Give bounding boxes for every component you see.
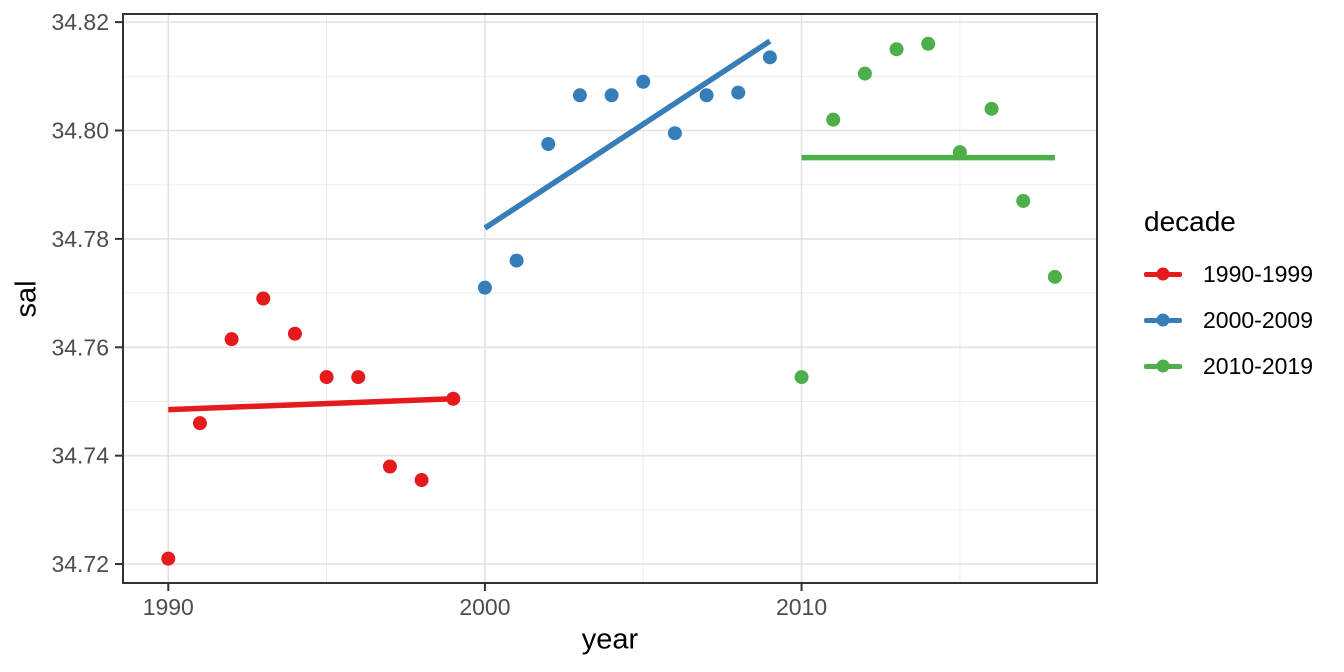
legend-item-label: 2000-2009 <box>1203 306 1313 333</box>
data-point <box>477 280 492 295</box>
legend: decade 1990-1999 2000-2009 2010-2019 <box>1144 206 1313 400</box>
data-point <box>161 551 176 566</box>
x-tick-label: 2000 <box>459 594 510 620</box>
panel-background <box>123 14 1097 583</box>
y-axis-title: sal <box>10 280 43 318</box>
x-tick-label: 2010 <box>776 594 827 620</box>
gridlines-minor <box>123 14 1097 583</box>
data-point <box>762 50 777 65</box>
series-points-2000-2009 <box>477 50 777 295</box>
data-point <box>794 370 809 385</box>
data-point <box>192 416 207 431</box>
data-point <box>667 126 682 141</box>
series-points-2010-2019 <box>794 36 1062 385</box>
data-point <box>572 88 587 103</box>
data-point <box>414 473 429 488</box>
data-point <box>287 326 302 341</box>
data-point <box>857 66 872 81</box>
data-point <box>984 101 999 116</box>
data-point <box>1047 269 1062 284</box>
legend-key-line-point-icon <box>1144 358 1182 374</box>
legend-key-line-point-icon <box>1144 312 1182 328</box>
axis-tick-labels: 1990 2000 2010 34.72 34.74 34.76 34.78 34.80 34.… <box>51 9 827 620</box>
legend-item-label: 2010-2019 <box>1203 352 1313 379</box>
data-point <box>382 459 397 474</box>
y-tick-label: 34.76 <box>51 334 109 360</box>
data-point <box>351 370 366 385</box>
legend-item: 2010-2019 <box>1144 352 1313 379</box>
legend-key-line-point-icon <box>1144 266 1182 282</box>
axis-ticks <box>115 21 803 591</box>
legend-title: decade <box>1144 206 1236 237</box>
legend-key-dot <box>1156 267 1170 281</box>
legend-item: 1990-1999 <box>1144 260 1313 287</box>
data-point <box>826 112 841 127</box>
gridlines-major <box>123 14 1097 583</box>
legend-item-label: 1990-1999 <box>1203 260 1313 287</box>
data-point <box>319 370 334 385</box>
data-point <box>889 42 904 57</box>
data-point <box>921 36 936 51</box>
y-tick-label: 34.80 <box>51 118 109 144</box>
legend-key-dot <box>1156 313 1170 327</box>
legend-key-dot <box>1156 359 1170 373</box>
data-point <box>541 137 556 152</box>
panel-border <box>122 13 1098 584</box>
y-tick-label: 34.78 <box>51 226 109 252</box>
data-point <box>604 88 619 103</box>
y-tick-label: 34.82 <box>51 9 109 35</box>
x-axis-title: year <box>581 623 639 656</box>
data-point <box>1016 193 1031 208</box>
legend-item: 2000-2009 <box>1144 306 1313 333</box>
data-point <box>509 253 524 268</box>
x-tick-label: 1990 <box>143 594 194 620</box>
data-point <box>256 291 271 306</box>
trend-lines <box>168 38 1055 413</box>
y-tick-label: 34.74 <box>51 443 109 469</box>
data-point <box>699 88 714 103</box>
trend-line <box>483 38 772 231</box>
y-tick-label: 34.72 <box>51 551 109 577</box>
trend-line <box>168 396 454 413</box>
data-point <box>636 74 651 89</box>
data-point <box>224 332 239 347</box>
data-point <box>731 85 746 100</box>
series-points-1990-1999 <box>161 291 461 566</box>
